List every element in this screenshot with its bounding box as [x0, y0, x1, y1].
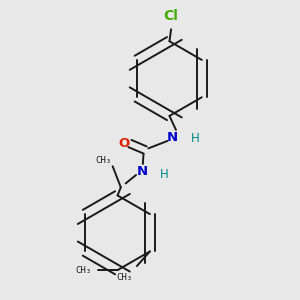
Text: N: N [167, 130, 178, 143]
Text: N: N [136, 165, 147, 178]
Text: CH₃: CH₃ [95, 156, 111, 165]
Text: Cl: Cl [164, 9, 178, 23]
Text: H: H [160, 169, 169, 182]
Text: H: H [190, 132, 199, 145]
Text: CH₃: CH₃ [76, 266, 91, 274]
Text: CH₃: CH₃ [116, 272, 132, 281]
Text: O: O [118, 137, 130, 150]
